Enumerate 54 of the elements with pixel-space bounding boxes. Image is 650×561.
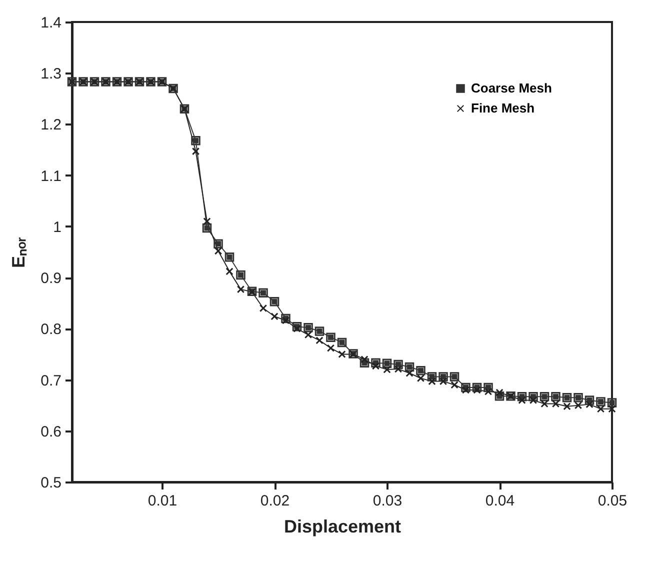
point: [282, 316, 290, 324]
point: [236, 285, 245, 294]
point: [226, 268, 234, 276]
point: [473, 386, 481, 394]
point: [586, 400, 594, 408]
y-tick-label: 1.1: [40, 168, 62, 185]
point: [608, 405, 616, 413]
y-tick-label: 1.4: [40, 14, 62, 32]
point: [293, 324, 301, 333]
point: [529, 396, 538, 404]
x-tick-label: 0.03: [372, 492, 402, 510]
y-tick-label: 0.5: [40, 474, 62, 492]
y-tick-label: 0.9: [40, 270, 62, 288]
point: [214, 247, 222, 255]
point: [518, 396, 526, 404]
legend-label: Coarse Mesh: [471, 80, 552, 96]
point: [462, 386, 470, 394]
point: [338, 350, 346, 358]
point: [326, 344, 335, 352]
point: [192, 147, 200, 156]
point: [496, 388, 504, 396]
point: [416, 374, 425, 382]
y-tick-label: 0.8: [40, 321, 62, 338]
x-axis-title: Displacement: [284, 516, 402, 536]
point: [552, 400, 560, 408]
x-tick-label: 0.02: [260, 492, 290, 510]
y-tick-label: 0.7: [40, 372, 62, 390]
point: [428, 377, 436, 386]
point: [372, 362, 380, 370]
point: [394, 365, 402, 373]
point: [360, 355, 368, 364]
y-tick-label: 1.3: [40, 66, 62, 83]
point: [439, 377, 448, 386]
y-axis-title: Eₙₒᵣ: [8, 236, 29, 268]
point: [563, 402, 571, 410]
y-tick-label: 1: [53, 218, 62, 236]
point: [574, 401, 582, 410]
x-tick-label: 0.01: [148, 492, 178, 510]
x-tick-label: 0.05: [598, 492, 628, 510]
point: [484, 388, 492, 396]
y-tick-label: 1.2: [40, 116, 62, 134]
point: [383, 366, 391, 374]
point: [406, 369, 414, 377]
point: [259, 304, 268, 312]
x-tick-label: 0.04: [485, 492, 515, 510]
point: [450, 381, 458, 389]
point: [316, 336, 324, 344]
y-tick-label: 0.6: [40, 423, 62, 440]
point: [596, 405, 605, 413]
point: [540, 400, 548, 408]
legend-label: Fine Mesh: [471, 100, 535, 116]
point: [203, 217, 211, 226]
point: [270, 312, 278, 320]
point: [304, 330, 312, 339]
